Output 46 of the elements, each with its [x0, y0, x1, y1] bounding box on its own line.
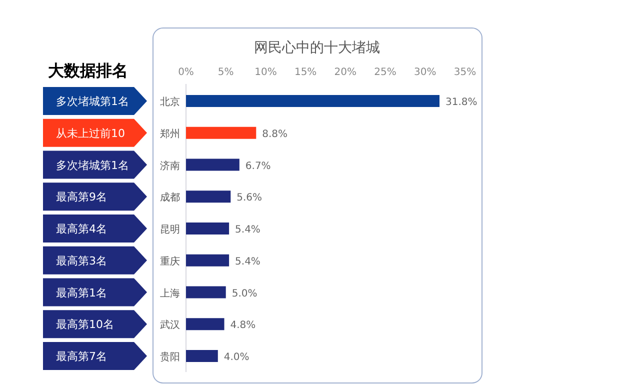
- y-tick-label: 昆明: [160, 224, 180, 236]
- bar: [186, 158, 240, 171]
- y-tick-label: 上海: [160, 287, 180, 300]
- y-tick-label: 济南: [160, 160, 180, 172]
- text: 最高第9名: [56, 190, 107, 204]
- data-label: 5.0%: [232, 288, 258, 300]
- text: 从未上过前10: [56, 126, 125, 140]
- x-tick-label: 5%: [218, 67, 234, 78]
- chart-title: 网民心中的十大堵城: [254, 40, 380, 56]
- data-label: 5.4%: [235, 224, 260, 236]
- x-tick-label: 25%: [374, 67, 396, 78]
- x-tick-label: 0%: [178, 67, 194, 78]
- text: 最高第10名: [56, 318, 114, 332]
- text: 多次堵城第1名: [56, 95, 129, 108]
- data-label: 6.7%: [245, 160, 271, 172]
- data-label: 5.4%: [235, 256, 260, 268]
- x-tick-label: 20%: [334, 67, 357, 78]
- y-tick-label: 武汉: [160, 319, 180, 332]
- y-tick-label: 重庆: [160, 255, 180, 268]
- y-tick-label: 北京: [160, 96, 180, 108]
- data-label: 4.0%: [224, 352, 250, 363]
- data-label: 31.8%: [445, 97, 478, 108]
- bar: [186, 222, 230, 234]
- text: 最高第4名: [56, 222, 107, 236]
- x-tick-label: 30%: [414, 67, 436, 78]
- y-tick-label: 贵阳: [160, 351, 180, 363]
- data-label: 4.8%: [230, 320, 256, 332]
- bar: [186, 318, 224, 330]
- bar: [186, 190, 231, 203]
- bar: [186, 95, 440, 107]
- text: 多次堵城第1名: [56, 158, 129, 172]
- bar: [186, 350, 218, 362]
- y-tick-label: 郑州: [160, 128, 180, 140]
- text: 最高第3名: [56, 254, 107, 268]
- data-label: 5.6%: [236, 192, 262, 204]
- bar: [186, 254, 230, 266]
- y-tick-label: 成都: [160, 192, 180, 204]
- text: 最高第7名: [56, 350, 107, 363]
- text: 最高第1名: [56, 286, 107, 300]
- bar: [186, 126, 256, 139]
- x-tick-label: 15%: [294, 67, 317, 78]
- x-tick-label: 35%: [454, 67, 476, 78]
- data-label: 8.8%: [262, 128, 288, 140]
- bar: [186, 286, 226, 298]
- text: 大数据排名: [48, 61, 128, 80]
- x-tick-label: 10%: [254, 67, 277, 78]
